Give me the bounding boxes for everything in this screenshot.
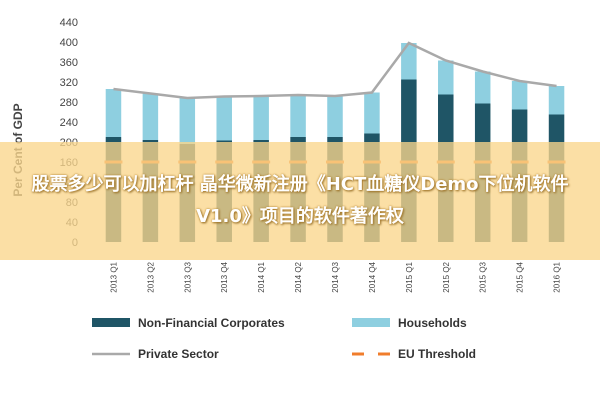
- x-tick-label: 2016 Q1: [553, 261, 562, 292]
- x-tick-label: 2013 Q1: [109, 261, 118, 292]
- bar-households: [253, 96, 269, 140]
- bar-households: [474, 71, 491, 104]
- bar-households: [179, 98, 196, 144]
- y-tick-label: 320: [60, 77, 78, 89]
- bar-households: [327, 96, 343, 137]
- x-tick-label: 2014 Q1: [257, 261, 266, 292]
- bar-households: [105, 89, 122, 137]
- x-tick-label: 2015 Q4: [516, 261, 525, 292]
- y-tick-label: 240: [60, 117, 78, 129]
- x-tick-label: 2014 Q2: [294, 261, 303, 292]
- x-tick-label: 2013 Q2: [146, 261, 155, 292]
- y-tick-label: 280: [60, 97, 78, 109]
- legend-label-non-financial-corporates: Non-Financial Corporates: [138, 316, 285, 330]
- x-tick-label: 2013 Q4: [220, 261, 229, 292]
- bar-households: [142, 93, 159, 140]
- y-tick-label: 400: [60, 37, 78, 49]
- legend-label-eu-threshold: EU Threshold: [398, 347, 476, 361]
- legend-swatch-non-financial-corporates: [92, 318, 130, 327]
- watermark-banner: 股票多少可以加杠杆 晶华微新注册《HCT血糖仪Demo下位机软件V1.0》项目的…: [0, 142, 600, 260]
- y-tick-label: 440: [60, 17, 78, 29]
- bar-households: [216, 96, 232, 141]
- legend-swatch-households: [352, 318, 390, 327]
- legend-label-private-sector: Private Sector: [138, 347, 219, 361]
- x-tick-label: 2015 Q2: [442, 261, 451, 292]
- bar-households: [438, 60, 454, 95]
- x-tick-label: 2014 Q3: [331, 261, 340, 292]
- x-tick-label: 2015 Q1: [405, 261, 414, 292]
- x-tick-label: 2015 Q3: [479, 261, 488, 292]
- y-tick-label: 360: [60, 57, 78, 69]
- x-tick-label: 2013 Q3: [183, 261, 192, 292]
- banner-text: 股票多少可以加杠杆 晶华微新注册《HCT血糖仪Demo下位机软件V1.0》项目的…: [31, 174, 569, 227]
- bar-households: [401, 43, 417, 80]
- bar-households: [548, 86, 565, 115]
- bar-households: [511, 81, 528, 110]
- bar-households: [290, 95, 306, 137]
- bar-households: [364, 92, 380, 134]
- legend-label-households: Households: [398, 316, 467, 330]
- x-tick-label: 2014 Q4: [368, 261, 377, 292]
